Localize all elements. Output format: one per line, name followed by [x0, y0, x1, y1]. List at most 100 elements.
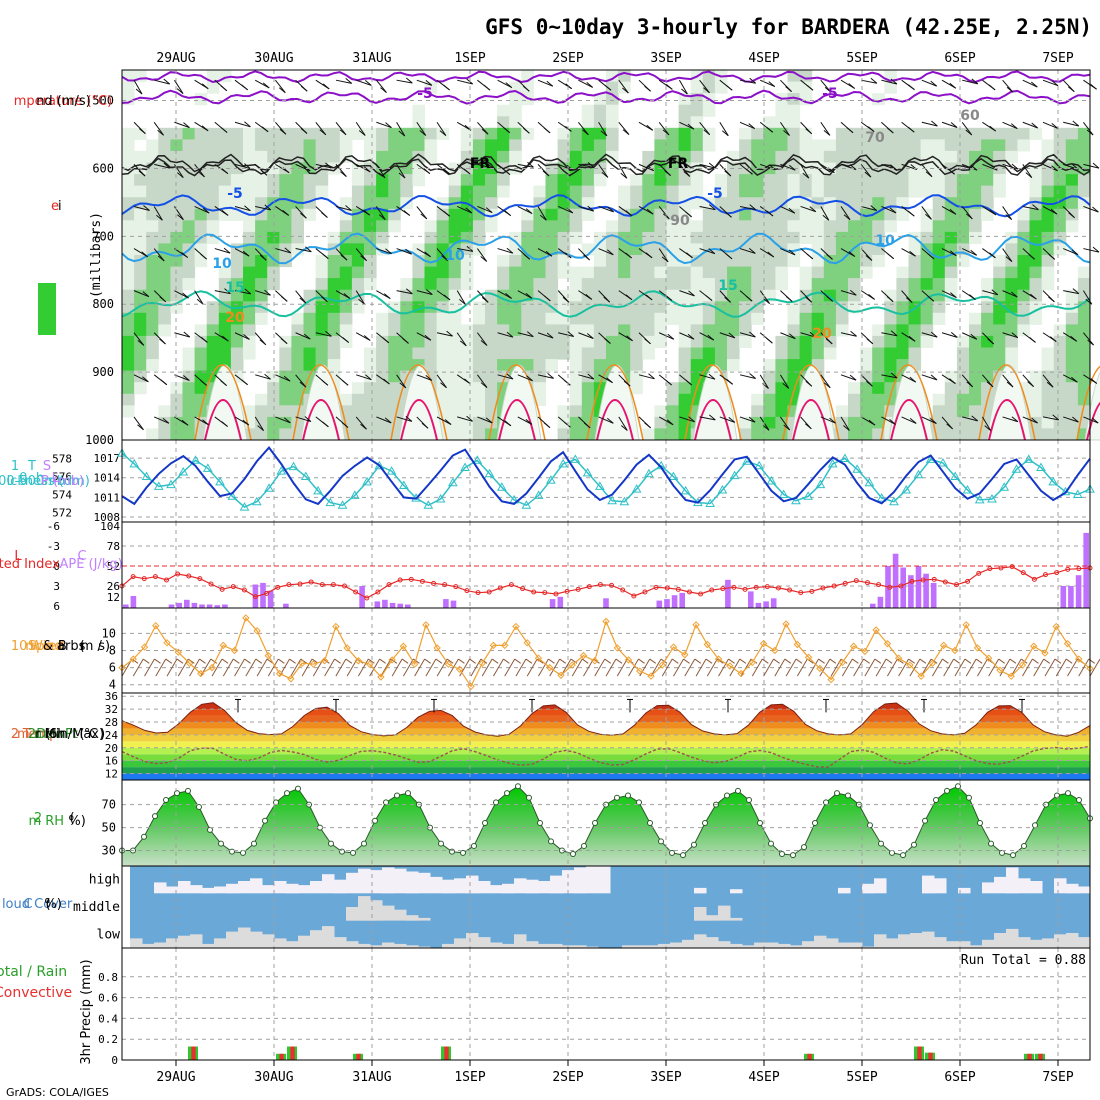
rh-cell — [255, 405, 268, 418]
rh-cell — [630, 382, 643, 395]
rh-cell — [182, 405, 196, 418]
rh-cell — [848, 428, 861, 441]
rh-cell — [932, 243, 946, 256]
rh-cell — [134, 127, 147, 140]
rh-cell — [690, 81, 704, 94]
rh-cell — [823, 312, 837, 325]
wind-barb-10m-flag — [1032, 658, 1039, 664]
lifted-marker — [1076, 566, 1082, 572]
rh-cell — [170, 278, 183, 291]
rh-marker — [141, 833, 147, 840]
rh-cell — [122, 370, 135, 383]
rh-cell — [944, 266, 958, 279]
thickness-marker — [398, 480, 409, 489]
wind-marker — [354, 657, 363, 665]
rh-cell — [412, 278, 425, 291]
cloud-bar-high — [454, 878, 467, 894]
rh-cell — [134, 359, 147, 372]
rh-marker — [911, 841, 917, 848]
temp-25-contour — [792, 399, 830, 441]
wind-barb-flag — [908, 335, 916, 342]
cape-tick: 104 — [100, 520, 120, 533]
rh-cell — [860, 185, 873, 198]
wind-barb-10m — [639, 658, 651, 677]
rh-cell — [666, 174, 680, 187]
rh-cell — [727, 197, 740, 210]
rh-cell — [896, 324, 909, 337]
lifted-marker — [152, 574, 158, 580]
rh-cell — [436, 197, 450, 210]
rh-cell — [291, 347, 304, 360]
rh-cell — [1041, 278, 1055, 291]
rh-cell — [884, 382, 897, 395]
rh-cell — [1077, 185, 1091, 198]
wind-barb-flag — [405, 416, 413, 422]
rh-cell — [763, 255, 776, 268]
rh-cell — [751, 185, 764, 198]
rh-cell — [593, 116, 607, 129]
rh-cell — [702, 220, 716, 233]
wind-barb — [941, 332, 958, 338]
thickness-marker — [349, 490, 360, 499]
temp-25-contour — [596, 399, 634, 441]
rh-cell — [182, 197, 196, 210]
wind-barb — [618, 164, 628, 179]
rh-cell — [291, 324, 304, 337]
wind-barb-10m — [650, 658, 662, 677]
rh-cell — [872, 370, 885, 383]
wind-barb-10m-flag — [728, 658, 735, 664]
wind-barb-10m — [853, 658, 865, 677]
cloud-bar-high — [226, 883, 239, 894]
wind-barb-flag — [1011, 163, 1019, 170]
rh-cell — [981, 127, 994, 140]
rh-cell — [218, 266, 232, 279]
lifted-marker — [542, 590, 548, 596]
rh-cell — [618, 220, 631, 233]
rh-spike — [1084, 371, 1100, 441]
rh-cell — [775, 174, 788, 187]
rh-cell — [218, 127, 232, 140]
rh-cell — [388, 312, 401, 325]
lifted-marker — [364, 595, 370, 601]
rh-cell — [654, 416, 667, 429]
rh-cell — [327, 359, 341, 372]
rh-cell — [545, 359, 559, 372]
wind-barb-flag — [601, 172, 609, 178]
rh-marker — [614, 794, 620, 801]
wind-barb-flag — [930, 80, 938, 87]
wind-barb-10m — [346, 658, 358, 677]
wind-barb-flag — [745, 295, 753, 302]
rh-cell — [787, 231, 801, 244]
wind-barb-flag — [241, 84, 249, 91]
rh-cell — [485, 185, 498, 198]
rh-cell — [243, 312, 256, 325]
rh-cell — [763, 139, 776, 152]
wind-barb — [477, 416, 493, 424]
rh-cell — [400, 312, 413, 325]
rh-cell — [303, 150, 317, 163]
rh-marker — [900, 852, 906, 859]
rh-marker — [878, 840, 884, 847]
rh-cell — [388, 382, 401, 395]
rh-cell — [279, 405, 292, 418]
wind-barb-flag — [843, 214, 851, 221]
rh-tick: 70 — [102, 798, 116, 812]
rh-cell — [763, 382, 776, 395]
rh-cell — [763, 428, 776, 441]
rh-cell — [448, 405, 462, 418]
rh-cell — [823, 185, 837, 198]
cloud-bar-low — [370, 945, 383, 948]
wind-barb — [295, 248, 312, 253]
rh-cell — [811, 278, 825, 291]
rh-cell — [194, 220, 208, 233]
rh-cell — [1053, 208, 1067, 221]
cloud-bar-low — [274, 938, 287, 948]
rh-cell — [569, 185, 583, 198]
wind-barb — [901, 248, 916, 257]
rh-cell — [606, 255, 619, 268]
date-label-top: 2SEP — [552, 51, 583, 66]
wind-marker — [636, 667, 644, 675]
wind-barb-10m-flag — [705, 658, 713, 664]
wind-barb-flag — [688, 290, 695, 297]
rh-cell — [533, 370, 546, 383]
